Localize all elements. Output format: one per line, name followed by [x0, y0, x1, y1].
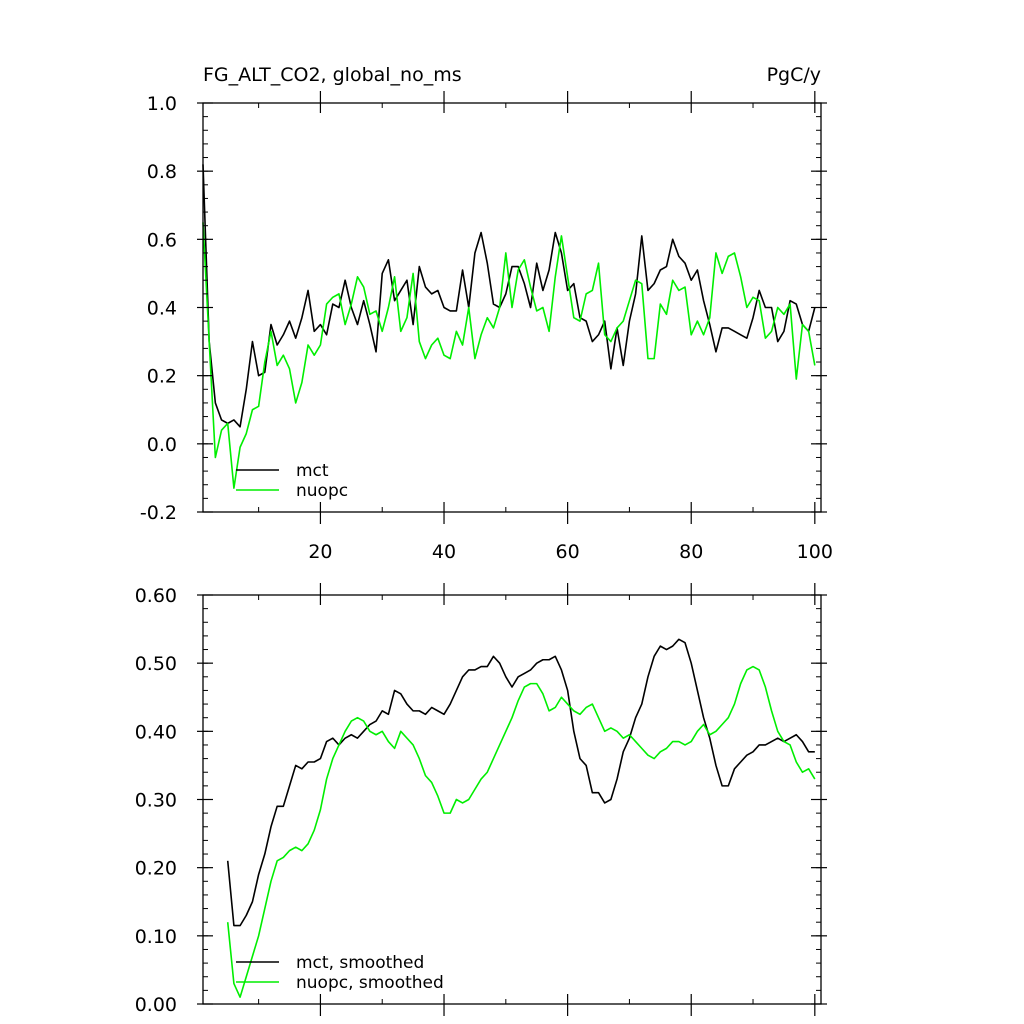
y-tick-label: 0.60 — [135, 585, 177, 607]
x-tick-label: 100 — [797, 541, 833, 563]
y-tick-label: 0.50 — [135, 653, 177, 675]
panel-top: FG_ALT_CO2, global_no_ms PgC/y -0.2 0.0 0.… — [140, 64, 833, 563]
y-tick-label: 0.2 — [147, 366, 177, 388]
y-tick-label: 0.30 — [135, 790, 177, 812]
legend: mct nuopc — [236, 461, 348, 501]
plot-frame — [202, 102, 822, 513]
axis-ticks: 0.00 0.10 0.20 0.30 0.40 0.50 0.60 — [135, 583, 827, 1016]
panel-bottom: 0.00 0.10 0.20 0.30 0.40 0.50 0.60 mct, smooth… — [135, 583, 827, 1016]
x-tick-label: 80 — [679, 541, 703, 563]
y-tick-label: 0.40 — [135, 721, 177, 743]
y-tick-label: 0.8 — [147, 161, 177, 183]
y-tick-label: 0.00 — [135, 994, 177, 1016]
series-line-nuopc-smoothed — [226, 665, 816, 998]
legend-label-nuopc-smoothed: nuopc, smoothed — [296, 973, 444, 993]
chart-title: FG_ALT_CO2, global_no_ms — [203, 64, 462, 86]
plot-frame — [202, 594, 822, 1005]
plot-lines — [226, 638, 816, 998]
y-tick-label: 1.0 — [147, 93, 177, 115]
axis-ticks: -0.2 0.0 0.2 0.4 0.6 0.8 1.0 20 40 60 80 100 — [140, 91, 833, 563]
y-tick-label: -0.2 — [140, 502, 177, 524]
plot-lines — [202, 164, 816, 489]
legend: mct, smoothed nuopc, smoothed — [236, 953, 444, 993]
y-tick-label: 0.6 — [147, 229, 177, 251]
x-tick-label: 60 — [556, 541, 580, 563]
y-tick-label: 0.0 — [147, 434, 177, 456]
y-tick-label: 0.10 — [135, 926, 177, 948]
legend-label-mct-smoothed: mct, smoothed — [296, 953, 424, 973]
legend-label-nuopc: nuopc — [296, 481, 348, 501]
legend-label-mct: mct — [296, 461, 329, 481]
x-tick-label: 40 — [432, 541, 456, 563]
y-tick-label: 0.4 — [147, 298, 177, 320]
series-line-nuopc — [202, 222, 816, 489]
units-label: PgC/y — [767, 64, 821, 86]
x-tick-label: 20 — [308, 541, 332, 563]
y-tick-label: 0.20 — [135, 858, 177, 880]
series-line-mct-smoothed — [226, 638, 815, 927]
